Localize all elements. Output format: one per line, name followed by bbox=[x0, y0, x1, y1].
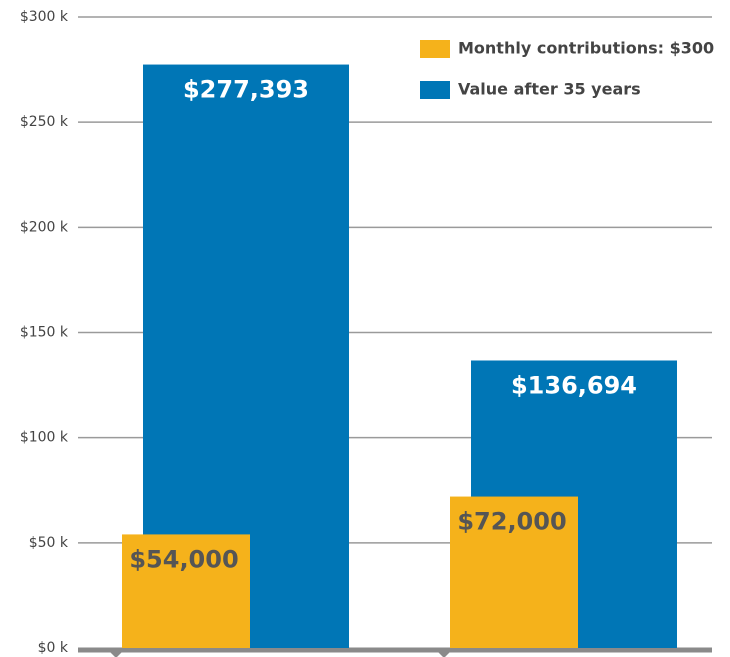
bar bbox=[450, 496, 578, 648]
y-tick-label: $150 k bbox=[20, 325, 69, 341]
legend-label: Value after 35 years bbox=[458, 80, 641, 99]
bar bbox=[122, 534, 250, 648]
legend-label: Monthly contributions: $300 bbox=[458, 39, 714, 58]
legend-swatch bbox=[420, 40, 450, 58]
y-tick-label: $250 k bbox=[20, 114, 69, 130]
y-tick-label: $0 k bbox=[38, 640, 69, 656]
y-tick-label: $100 k bbox=[20, 430, 69, 446]
y-tick-label: $300 k bbox=[20, 9, 69, 25]
axis-notch bbox=[438, 652, 450, 657]
legend-swatch bbox=[420, 81, 450, 99]
y-tick-label: $50 k bbox=[29, 535, 69, 551]
axis-notch bbox=[110, 652, 122, 657]
value-label: $54,000 bbox=[129, 545, 238, 573]
value-label: $277,393 bbox=[183, 76, 309, 104]
value-label: $72,000 bbox=[457, 508, 566, 536]
value-label: $136,694 bbox=[511, 371, 637, 399]
y-tick-label: $200 k bbox=[20, 219, 69, 235]
